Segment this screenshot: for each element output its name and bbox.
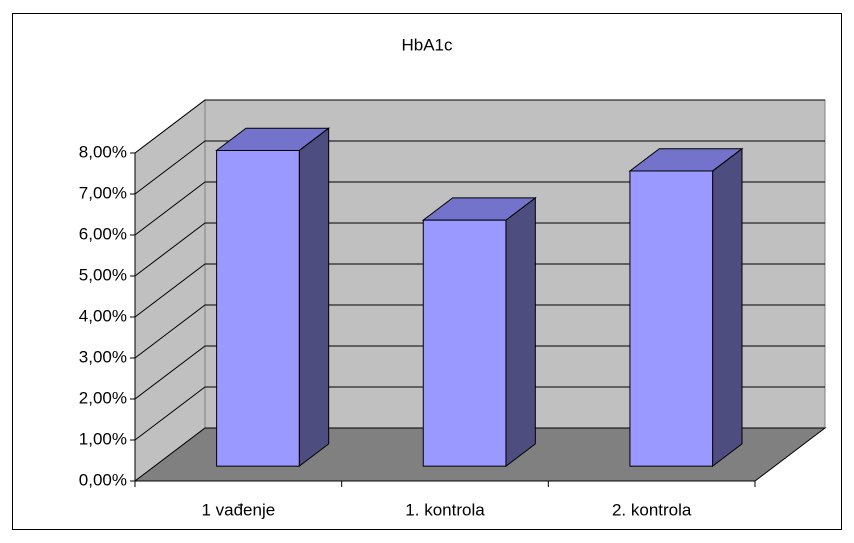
x-tick-label: 1 vađenje bbox=[201, 500, 275, 519]
y-tick-label: 3,00% bbox=[79, 347, 127, 366]
grid-line bbox=[134, 386, 825, 441]
bar-side bbox=[712, 147, 743, 468]
grid-line bbox=[134, 345, 825, 400]
y-tick-label: 0,00% bbox=[79, 470, 127, 489]
grid-line bbox=[134, 304, 825, 359]
y-tick-label: 5,00% bbox=[79, 265, 127, 284]
bar bbox=[216, 149, 300, 467]
y-tick-label: 7,00% bbox=[79, 183, 127, 202]
y-tick-label: 8,00% bbox=[79, 142, 127, 161]
grid-line bbox=[134, 140, 825, 195]
y-tick-label: 4,00% bbox=[79, 306, 127, 325]
grid-line bbox=[134, 181, 825, 236]
bar bbox=[629, 170, 714, 467]
chart-title: HbA1c bbox=[401, 35, 453, 54]
x-tick-label: 2. kontrola bbox=[612, 500, 692, 519]
y-tick-label: 1,00% bbox=[79, 429, 127, 448]
bar-side bbox=[298, 127, 330, 468]
y-tick-label: 2,00% bbox=[79, 388, 127, 407]
grid-line bbox=[134, 222, 825, 277]
x-tick-label: 1. kontrola bbox=[405, 500, 485, 519]
grid-line bbox=[134, 99, 825, 154]
bar bbox=[422, 219, 507, 467]
bar-side bbox=[505, 196, 536, 468]
y-tick-label: 6,00% bbox=[79, 224, 127, 243]
grid-line bbox=[134, 263, 825, 318]
